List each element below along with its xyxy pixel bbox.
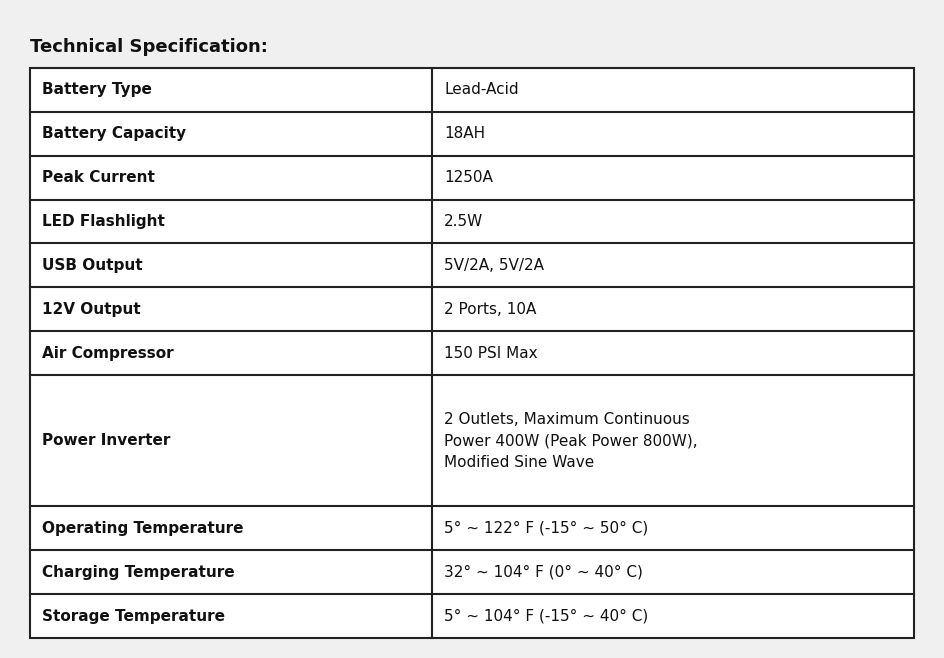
Text: Peak Current: Peak Current (42, 170, 155, 185)
Text: Technical Specification:: Technical Specification: (30, 38, 268, 56)
Bar (30, 68, 914, 638)
Text: Battery Capacity: Battery Capacity (42, 126, 186, 141)
Text: Charging Temperature: Charging Temperature (42, 565, 235, 580)
Text: 5° ~ 122° F (-15° ~ 50° C): 5° ~ 122° F (-15° ~ 50° C) (445, 521, 649, 536)
Text: Storage Temperature: Storage Temperature (42, 609, 225, 624)
Text: 2.5W: 2.5W (445, 214, 483, 229)
Text: Battery Type: Battery Type (42, 82, 152, 97)
Text: Operating Temperature: Operating Temperature (42, 521, 244, 536)
Text: 150 PSI Max: 150 PSI Max (445, 345, 538, 361)
Text: 5V/2A, 5V/2A: 5V/2A, 5V/2A (445, 258, 545, 273)
Text: 2 Ports, 10A: 2 Ports, 10A (445, 301, 536, 316)
Text: 18AH: 18AH (445, 126, 485, 141)
Text: USB Output: USB Output (42, 258, 143, 273)
Text: 1250A: 1250A (445, 170, 493, 185)
Text: 2 Outlets, Maximum Continuous
Power 400W (Peak Power 800W),
Modified Sine Wave: 2 Outlets, Maximum Continuous Power 400W… (445, 412, 698, 470)
Text: Power Inverter: Power Inverter (42, 433, 170, 448)
Bar (30, 68, 914, 638)
Text: Lead-Acid: Lead-Acid (445, 82, 519, 97)
Text: 32° ~ 104° F (0° ~ 40° C): 32° ~ 104° F (0° ~ 40° C) (445, 565, 643, 580)
Text: 5° ~ 104° F (-15° ~ 40° C): 5° ~ 104° F (-15° ~ 40° C) (445, 609, 649, 624)
Text: Air Compressor: Air Compressor (42, 345, 174, 361)
Text: 12V Output: 12V Output (42, 301, 141, 316)
Text: LED Flashlight: LED Flashlight (42, 214, 165, 229)
